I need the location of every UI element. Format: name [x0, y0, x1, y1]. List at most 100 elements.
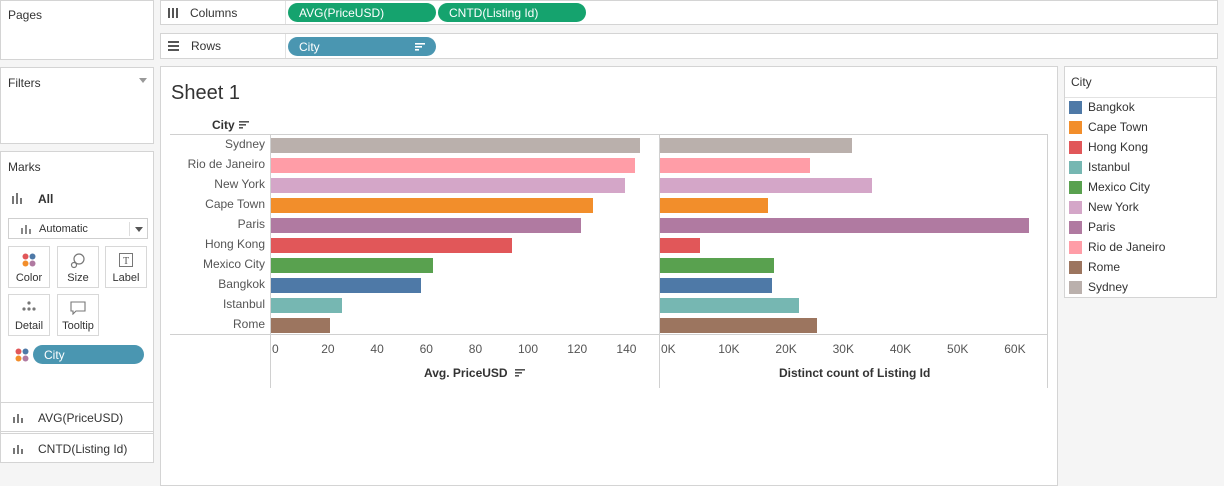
svg-text:T: T [123, 256, 129, 267]
legend-item[interactable]: Bangkok [1069, 97, 1135, 117]
legend-item[interactable]: Sydney [1069, 277, 1128, 297]
legend-swatch [1069, 140, 1082, 154]
bar-avg-price[interactable] [271, 238, 513, 253]
row-header[interactable]: City [170, 116, 270, 134]
pane-right-border [1047, 134, 1048, 388]
bar-cntd-listing[interactable] [660, 258, 774, 273]
rows-pill-label: City [299, 39, 320, 54]
bar-cntd-listing[interactable] [660, 318, 817, 333]
city-label[interactable]: New York [214, 177, 265, 191]
x-tick-label: 20 [321, 342, 335, 356]
axis-title-cntd-listing[interactable]: Distinct count of Listing Id [779, 366, 930, 382]
row-header-label: City [212, 118, 235, 132]
city-label[interactable]: Istanbul [222, 297, 265, 311]
filters-title: Filters [8, 76, 41, 90]
bar-cntd-listing[interactable] [660, 298, 800, 313]
bar-avg-price[interactable] [271, 258, 434, 273]
city-label[interactable]: Hong Kong [204, 237, 265, 251]
filters-card[interactable]: Filters [0, 67, 154, 144]
city-label[interactable]: Cape Town [205, 197, 265, 211]
marks-title: Marks [8, 160, 41, 174]
bar-avg-price[interactable] [271, 278, 422, 293]
bar-cntd-listing[interactable] [660, 238, 701, 253]
marks-all-label: All [38, 192, 54, 206]
marks-all-row[interactable]: All [8, 190, 148, 208]
x-tick-label: 100 [518, 342, 539, 356]
bar-chart-icon [21, 225, 31, 234]
legend-label: Paris [1088, 220, 1116, 234]
tooltip-button[interactable]: Tooltip [57, 294, 99, 336]
city-label[interactable]: Paris [237, 217, 265, 231]
city-label[interactable]: Mexico City [202, 257, 265, 271]
color-legend[interactable]: City Bangkok Cape Town Hong Kong Istanbul Me… [1064, 66, 1217, 298]
detail-icon [9, 301, 49, 311]
bar-avg-price[interactable] [271, 218, 581, 233]
filters-menu-icon[interactable] [139, 78, 147, 83]
detail-button[interactable]: Detail [8, 294, 50, 336]
axis-title-avg-price[interactable]: Avg. PriceUSD [424, 366, 525, 382]
bar-cntd-listing[interactable] [660, 218, 1029, 233]
bar-avg-price[interactable] [271, 158, 636, 173]
legend-item[interactable]: Rome [1069, 257, 1120, 277]
color-city-pill[interactable]: City [33, 345, 144, 364]
tooltip-icon [58, 301, 98, 315]
columns-pill-cntd-listing[interactable]: CNTD(Listing Id) [438, 3, 586, 22]
measure-pill-avg-price[interactable]: AVG(PriceUSD) [0, 402, 154, 432]
bar-cntd-listing[interactable] [660, 138, 852, 153]
bar-cntd-listing[interactable] [660, 198, 768, 213]
bar-avg-price[interactable] [271, 178, 626, 193]
legend-label: Rome [1088, 260, 1121, 274]
columns-pill-avg-price[interactable]: AVG(PriceUSD) [288, 3, 436, 22]
rows-pill-city[interactable]: City [288, 37, 436, 56]
legend-swatch [1069, 160, 1082, 174]
detail-button-label: Detail [14, 320, 44, 332]
bar-avg-price[interactable] [271, 138, 640, 153]
legend-item[interactable]: Paris [1069, 217, 1115, 237]
columns-label: Columns [190, 5, 238, 20]
measure-label: AVG(PriceUSD) [38, 411, 124, 425]
legend-label: Bangkok [1088, 100, 1135, 114]
legend-item[interactable]: Cape Town [1069, 117, 1148, 137]
x-tick-label: 60K [1004, 342, 1026, 356]
x-tick-label: 40K [889, 342, 912, 356]
x-tick-label: 80 [468, 342, 483, 356]
legend-label: New York [1088, 200, 1139, 214]
label-button[interactable]: T Label [105, 246, 147, 288]
bar-avg-price[interactable] [271, 318, 331, 333]
sheet-title: Sheet 1 [171, 82, 240, 104]
mark-type-dropdown[interactable]: Automatic [8, 218, 148, 239]
x-tick-label: 30K [832, 342, 854, 356]
bar-cntd-listing[interactable] [660, 278, 772, 293]
legend-item[interactable]: Istanbul [1069, 157, 1130, 177]
bar-avg-price[interactable] [271, 198, 594, 213]
legend-label: Istanbul [1088, 160, 1131, 174]
pages-card[interactable]: Pages [0, 0, 154, 60]
legend-label: Rio de Janeiro [1088, 240, 1166, 254]
city-label[interactable]: Bangkok [218, 277, 265, 291]
city-label[interactable]: Rio de Janeiro [187, 157, 265, 171]
legend-label: Sydney [1088, 280, 1129, 294]
rows-label: Rows [191, 39, 222, 53]
rows-shelf[interactable]: Rows City [160, 33, 1218, 59]
measure-pill-cntd-listing[interactable]: CNTD(Listing Id) [0, 433, 154, 463]
legend-item[interactable]: New York [1069, 197, 1139, 217]
label-button-label: Label [112, 272, 140, 284]
axis-title-avg-price-label: Avg. PriceUSD [424, 366, 508, 380]
color-icon [15, 348, 29, 362]
size-button[interactable]: Size [57, 246, 99, 288]
x-tick-label: 0 [272, 342, 279, 356]
mark-type-label: Automatic [39, 223, 88, 235]
sort-descending-icon [514, 369, 525, 377]
bar-cntd-listing[interactable] [660, 158, 811, 173]
bar-avg-price[interactable] [271, 298, 343, 313]
city-label[interactable]: Sydney [224, 137, 265, 151]
legend-item[interactable]: Mexico City [1069, 177, 1150, 197]
bar-cntd-listing[interactable] [660, 178, 872, 193]
legend-item[interactable]: Hong Kong [1069, 137, 1148, 157]
city-label[interactable]: Rome [232, 317, 265, 331]
color-button[interactable]: Color [8, 246, 50, 288]
bar-chart-icon [13, 445, 23, 454]
columns-shelf[interactable]: Columns AVG(PriceUSD) CNTD(Listing Id) [160, 0, 1218, 25]
legend-item[interactable]: Rio de Janeiro [1069, 237, 1165, 257]
axis-divider [170, 334, 1048, 335]
